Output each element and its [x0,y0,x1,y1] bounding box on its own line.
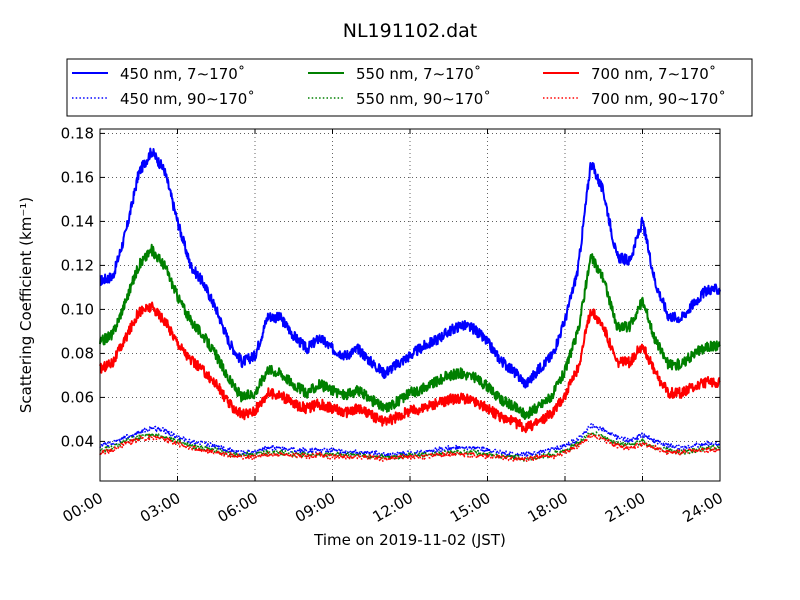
x-axis-label: Time on 2019-11-02 (JST) [313,531,506,549]
series-line [99,147,721,389]
series-line [99,243,721,420]
legend-label: 550 nm, 7∼170˚ [356,65,481,83]
y-tick-label: 0.12 [61,256,94,274]
y-tick-label: 0.16 [61,168,94,186]
y-tick-label: 0.14 [61,212,94,230]
legend: 450 nm, 7∼170˚ 550 nm, 7∼170˚ 700 nm, 7∼17… [66,58,753,117]
y-tick-label: 0.08 [61,344,94,362]
series-group [99,147,721,463]
y-tick-label: 0.10 [61,300,94,318]
legend-label: 700 nm, 7∼170˚ [591,65,716,83]
legend-label: 550 nm, 90∼170˚ [356,90,491,108]
chart-title: NL191102.dat [343,20,478,42]
series-line [99,432,721,463]
y-tick-label: 0.04 [61,432,94,450]
y-tick-label: 0.06 [61,388,94,406]
y-axis-label: Scattering Coefficient (km⁻¹) [17,197,35,413]
legend-label: 450 nm, 7∼170˚ [120,65,245,83]
legend-box [66,58,753,117]
legend-label: 450 nm, 90∼170˚ [120,90,255,108]
y-axis: 0.04 0.06 0.08 0.10 0.12 0.14 0.16 0.18 [61,124,720,450]
series-line [99,301,721,434]
legend-label: 700 nm, 90∼170˚ [591,90,726,108]
y-tick-label: 0.18 [61,124,94,142]
